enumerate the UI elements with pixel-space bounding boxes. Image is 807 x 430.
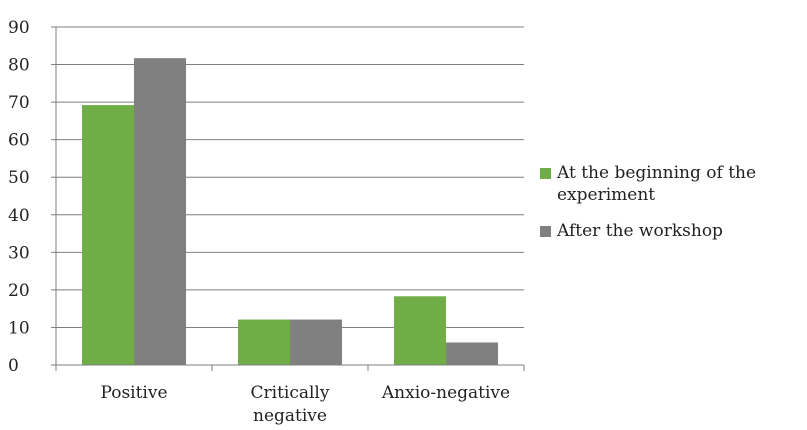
axes [51, 26, 525, 371]
x-category-label-line: Positive [100, 383, 167, 403]
x-axis-labels: Positive Critically negative Anxio-negative [100, 383, 510, 426]
bar [394, 296, 446, 365]
bar [446, 342, 498, 365]
y-axis-ticks: 0 10 20 30 40 50 60 70 80 90 [8, 18, 30, 376]
y-tick-label: 40 [8, 206, 30, 226]
y-tick-label: 70 [8, 93, 30, 113]
x-category-label: Anxio-negative [381, 383, 510, 403]
y-tick-label: 60 [8, 131, 30, 151]
bar [134, 58, 186, 365]
y-tick-label: 20 [8, 281, 30, 301]
bar [238, 319, 290, 365]
legend-label-line: experiment [557, 185, 656, 205]
x-category-label: Positive [100, 383, 167, 403]
legend-swatch-series-2 [540, 226, 551, 237]
y-tick-label: 10 [8, 318, 30, 338]
legend-item-series-2: After the workshop [540, 220, 805, 242]
legend-item-series-1: At the beginning of the experiment [540, 162, 805, 206]
x-category-label: Critically negative [251, 383, 330, 426]
legend-swatch-series-1 [540, 168, 551, 179]
x-category-label-line: Anxio-negative [381, 383, 510, 403]
y-tick-label: 30 [8, 243, 30, 263]
y-tick-label: 90 [8, 18, 30, 38]
legend-label-series-1: At the beginning of the experiment [557, 162, 756, 206]
y-tick-label: 50 [8, 168, 30, 188]
bar [82, 105, 134, 366]
legend: At the beginning of the experiment After… [540, 162, 805, 256]
y-tick-label: 0 [8, 356, 19, 376]
bars [82, 58, 498, 366]
y-tick-label: 80 [8, 56, 30, 76]
legend-label-line: At the beginning of the [557, 163, 757, 183]
bar [290, 319, 342, 365]
x-category-label-line: negative [253, 406, 327, 426]
legend-label-series-2: After the workshop [557, 221, 723, 241]
x-category-label-line: Critically [251, 383, 330, 403]
